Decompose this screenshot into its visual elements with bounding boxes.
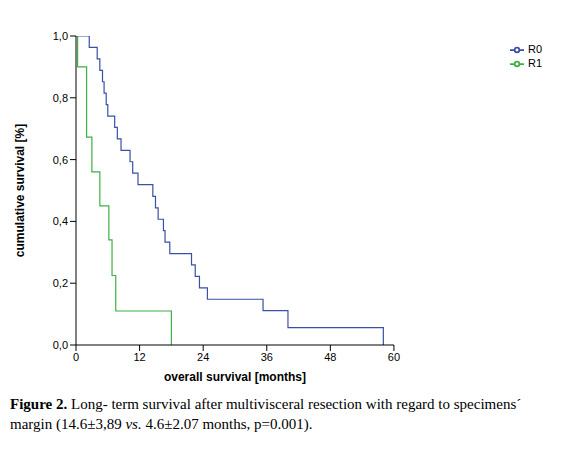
svg-text:1,0: 1,0 [53, 30, 68, 42]
svg-text:overall survival [months]: overall survival [months] [164, 370, 306, 384]
html-text:R0: R0 [527, 43, 542, 55]
svg-text:36: 36 [261, 351, 273, 363]
svg-text:12: 12 [133, 351, 145, 363]
svg-text:0,4: 0,4 [53, 215, 68, 227]
svg-text:60: 60 [388, 351, 400, 363]
svg-text:48: 48 [324, 351, 336, 363]
html-text:R1: R1 [527, 57, 542, 70]
html-text:Figure 2. Long- term survival: Figure 2. Long- term survival after mult… [10, 396, 522, 432]
svg-text:0,0: 0,0 [53, 339, 68, 351]
svg-text:0,6: 0,6 [53, 154, 68, 166]
svg-text:24: 24 [197, 351, 209, 363]
svg-text:0: 0 [73, 351, 79, 363]
svg-text:cumulative survival [%]: cumulative survival [%] [13, 124, 27, 257]
svg-text:0,8: 0,8 [53, 92, 68, 104]
svg-text:0,2: 0,2 [53, 277, 68, 289]
